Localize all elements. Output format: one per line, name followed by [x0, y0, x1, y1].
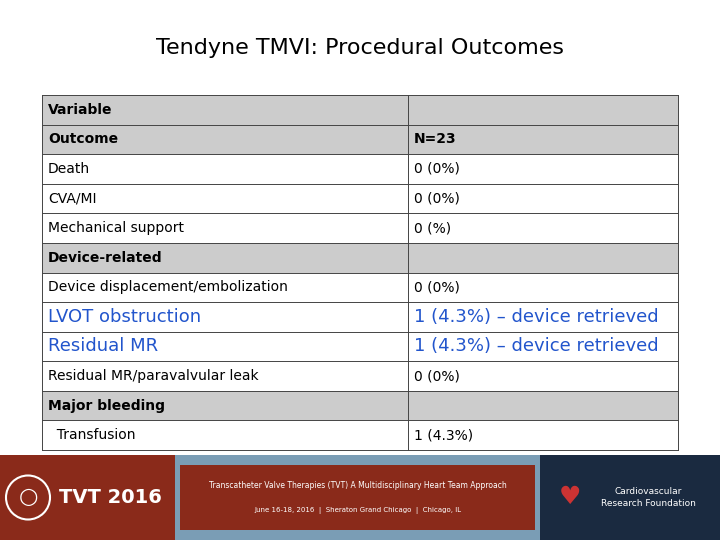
Text: Death: Death — [48, 162, 90, 176]
Text: Device displacement/embolization: Device displacement/embolization — [48, 280, 288, 294]
Text: Residual MR/paravalvular leak: Residual MR/paravalvular leak — [48, 369, 258, 383]
Text: 0 (0%): 0 (0%) — [414, 369, 459, 383]
Text: 0 (0%): 0 (0%) — [414, 192, 459, 206]
Bar — [42, 243, 678, 273]
Text: 0 (0%): 0 (0%) — [414, 162, 459, 176]
Bar — [42, 125, 678, 154]
Text: Device-related: Device-related — [48, 251, 163, 265]
Bar — [42, 421, 678, 450]
Text: Transfusion: Transfusion — [48, 428, 135, 442]
Text: ♥: ♥ — [559, 485, 581, 510]
Bar — [42, 332, 678, 361]
Text: TVT 2016: TVT 2016 — [58, 488, 161, 507]
Bar — [42, 154, 678, 184]
Bar — [540, 455, 720, 540]
Bar — [180, 465, 535, 530]
Text: Tendyne TMVI: Procedural Outcomes: Tendyne TMVI: Procedural Outcomes — [156, 38, 564, 58]
Text: Variable: Variable — [48, 103, 112, 117]
Text: 1 (4.3%) – device retrieved: 1 (4.3%) – device retrieved — [414, 308, 658, 326]
Bar — [42, 213, 678, 243]
Text: LVOT obstruction: LVOT obstruction — [48, 308, 201, 326]
Text: 1 (4.3%): 1 (4.3%) — [414, 428, 473, 442]
Text: Transcatheter Valve Therapies (TVT) A Multidisciplinary Heart Team Approach: Transcatheter Valve Therapies (TVT) A Mu… — [209, 481, 506, 489]
Text: Major bleeding: Major bleeding — [48, 399, 165, 413]
Bar — [0, 455, 175, 540]
Bar — [0, 455, 720, 540]
Text: June 16-18, 2016  |  Sheraton Grand Chicago  |  Chicago, IL: June 16-18, 2016 | Sheraton Grand Chicag… — [254, 507, 461, 514]
Text: Residual MR: Residual MR — [48, 338, 158, 355]
Text: CVA/MI: CVA/MI — [48, 192, 96, 206]
Text: 0 (0%): 0 (0%) — [414, 280, 459, 294]
Bar — [42, 184, 678, 213]
Text: 0 (%): 0 (%) — [414, 221, 451, 235]
Bar — [42, 302, 678, 332]
Bar — [42, 273, 678, 302]
Text: 1 (4.3%) – device retrieved: 1 (4.3%) – device retrieved — [414, 338, 658, 355]
Text: Outcome: Outcome — [48, 132, 118, 146]
Text: Cardiovascular
Research Foundation: Cardiovascular Research Foundation — [600, 487, 696, 508]
Bar — [42, 391, 678, 421]
Bar — [42, 361, 678, 391]
Text: ○: ○ — [18, 488, 37, 508]
Bar — [42, 95, 678, 125]
Text: N=23: N=23 — [414, 132, 456, 146]
Text: Mechanical support: Mechanical support — [48, 221, 184, 235]
